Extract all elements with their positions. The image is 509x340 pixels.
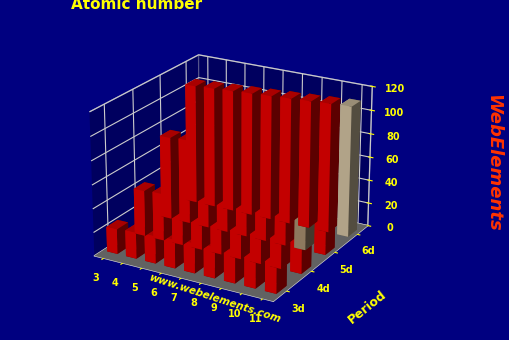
Text: Atomic number: Atomic number: [71, 0, 202, 12]
Text: WebElements: WebElements: [484, 94, 501, 232]
Text: www.webelements.com: www.webelements.com: [147, 273, 281, 325]
Y-axis label: Period: Period: [345, 288, 388, 326]
